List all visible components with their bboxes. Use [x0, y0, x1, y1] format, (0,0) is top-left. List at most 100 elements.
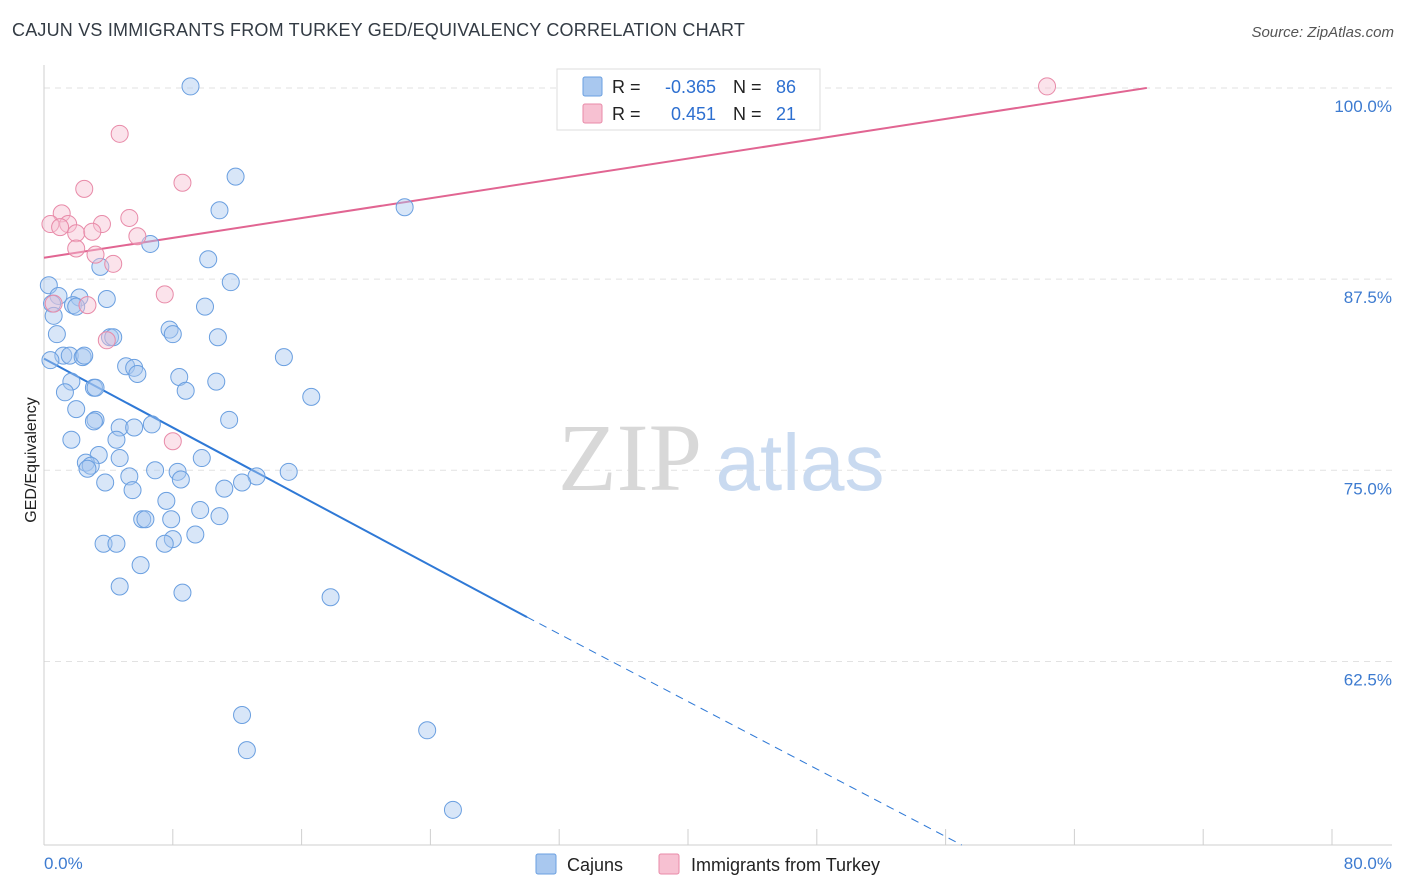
legend-r-value-turkey: 0.451	[671, 104, 716, 124]
point-turkey	[92, 215, 111, 234]
point-turkey	[104, 254, 123, 273]
point-cajuns	[226, 167, 245, 186]
legend-n-value-turkey: 21	[776, 104, 796, 124]
point-cajuns	[220, 410, 239, 429]
watermark-zip: ZIP	[558, 404, 702, 511]
point-cajuns	[162, 510, 181, 529]
point-cajuns	[233, 706, 252, 724]
point-cajuns	[136, 510, 155, 529]
point-turkey	[163, 432, 182, 451]
point-turkey	[75, 179, 94, 198]
point-turkey	[173, 173, 192, 192]
point-cajuns	[97, 290, 116, 308]
point-cajuns	[163, 325, 182, 344]
x-tick-label-min: 0.0%	[44, 854, 83, 873]
point-cajuns	[171, 470, 190, 489]
point-turkey	[67, 224, 86, 243]
legend-swatch-turkey	[582, 103, 603, 124]
legend-n-label-cajuns: N =	[733, 77, 762, 97]
point-cajuns	[110, 449, 129, 468]
legend-r-label-turkey: R =	[612, 104, 641, 124]
point-cajuns	[41, 351, 60, 370]
point-cajuns	[321, 588, 340, 607]
trend-line-cajuns	[43, 357, 528, 618]
point-cajuns	[125, 418, 144, 437]
point-cajuns	[120, 467, 139, 486]
point-cajuns	[210, 201, 229, 220]
trend-line-cajuns-extension	[526, 616, 962, 846]
point-cajuns	[62, 372, 81, 391]
point-cajuns	[176, 381, 195, 400]
point-cajuns	[128, 364, 147, 383]
point-turkey	[97, 331, 116, 350]
point-cajuns	[110, 577, 129, 596]
point-turkey	[1038, 77, 1057, 96]
legend-r-value-cajuns: -0.365	[665, 77, 716, 97]
point-cajuns	[75, 346, 94, 365]
y-tick-label: 87.5%	[1344, 288, 1392, 307]
point-cajuns	[76, 453, 95, 472]
axes	[43, 65, 1392, 846]
point-turkey	[41, 215, 60, 234]
legend-n-label-turkey: N =	[733, 104, 762, 124]
point-cajuns	[395, 198, 414, 217]
y-tick-label: 75.0%	[1344, 479, 1392, 498]
point-cajuns	[146, 461, 165, 480]
point-cajuns	[107, 534, 126, 553]
point-cajuns	[107, 430, 126, 449]
point-cajuns	[443, 800, 462, 819]
point-turkey	[44, 294, 63, 313]
point-cajuns	[274, 348, 293, 367]
point-turkey	[110, 124, 129, 143]
point-cajuns	[67, 400, 86, 419]
trend-lines	[43, 86, 1148, 846]
point-cajuns	[78, 459, 97, 478]
bottom-legend-swatch-cajuns	[535, 853, 557, 875]
point-cajuns	[279, 462, 298, 481]
point-cajuns	[131, 556, 150, 575]
point-cajuns	[86, 378, 105, 397]
point-cajuns	[418, 721, 437, 740]
point-turkey	[67, 239, 86, 258]
point-cajuns	[233, 473, 252, 492]
point-cajuns	[192, 449, 211, 468]
point-cajuns	[55, 383, 74, 402]
point-turkey	[155, 285, 174, 304]
point-turkey	[51, 218, 70, 237]
point-cajuns	[157, 491, 176, 510]
point-cajuns	[67, 297, 86, 316]
point-turkey	[78, 296, 97, 315]
point-cajuns	[81, 456, 100, 475]
watermark-atlas: atlas	[716, 418, 885, 507]
bottom-legend: Cajuns Immigrants from Turkey	[535, 853, 880, 875]
point-cajuns	[173, 583, 192, 602]
watermark: ZIP atlas	[558, 404, 884, 511]
point-cajuns	[215, 479, 234, 498]
point-turkey	[83, 222, 102, 241]
y-tick-label: 100.0%	[1334, 97, 1392, 116]
point-cajuns	[142, 415, 161, 434]
bottom-legend-label-cajuns: Cajuns	[567, 855, 623, 875]
legend-swatch-cajuns	[582, 76, 603, 97]
bottom-legend-label-turkey: Immigrants from Turkey	[691, 855, 880, 875]
point-cajuns	[208, 328, 227, 347]
point-cajuns	[155, 534, 174, 553]
point-cajuns	[84, 412, 103, 431]
point-turkey	[120, 208, 139, 227]
point-cajuns	[191, 501, 210, 520]
point-turkey	[86, 245, 105, 264]
point-cajuns	[181, 77, 200, 96]
chart-title: CAJUN VS IMMIGRANTS FROM TURKEY GED/EQUI…	[12, 20, 746, 40]
point-cajuns	[221, 273, 240, 292]
point-cajuns	[94, 534, 113, 553]
point-cajuns	[123, 481, 142, 500]
point-cajuns	[207, 372, 226, 391]
bottom-legend-swatch-turkey	[658, 853, 680, 875]
point-cajuns	[302, 387, 321, 406]
point-cajuns	[237, 741, 256, 760]
point-cajuns	[210, 507, 229, 526]
source-label: Source: ZipAtlas.com	[1251, 24, 1394, 41]
point-cajuns	[60, 346, 79, 365]
point-cajuns	[44, 306, 63, 325]
